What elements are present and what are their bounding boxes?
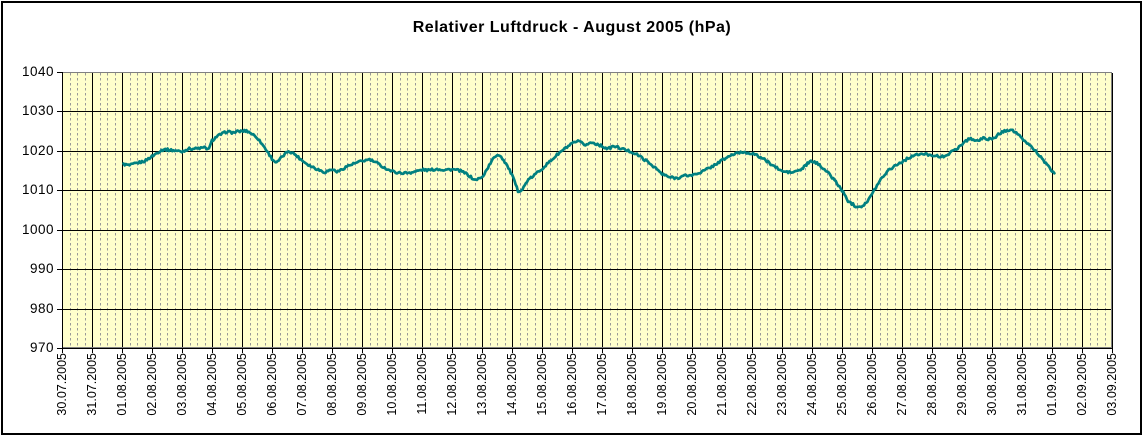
x-axis-tick-label: 17.08.2005 xyxy=(595,353,609,416)
x-axis-tick-label: 02.09.2005 xyxy=(1075,353,1089,416)
x-axis-tick-label: 13.08.2005 xyxy=(475,353,489,416)
y-axis-tick-label: 1000 xyxy=(21,221,54,237)
y-axis-tick-label: 1010 xyxy=(21,182,54,198)
x-axis-tick-label: 11.08.2005 xyxy=(415,353,429,415)
x-axis-tick-label: 26.08.2005 xyxy=(865,353,879,416)
x-axis-tick-label: 21.08.2005 xyxy=(715,353,729,416)
x-axis-tick-label: 01.08.2005 xyxy=(115,353,129,416)
x-axis-tick-label: 09.08.2005 xyxy=(355,353,369,416)
x-axis-tick-label: 15.08.2005 xyxy=(535,353,549,416)
y-axis-tick-label: 1040 xyxy=(21,64,54,79)
pressure-series-line xyxy=(122,128,1056,209)
y-axis-tick-label: 970 xyxy=(29,340,54,355)
x-axis-tick-label: 08.08.2005 xyxy=(325,353,339,416)
y-axis-tick-label: 1020 xyxy=(21,142,54,158)
x-axis-tick-label: 27.08.2005 xyxy=(895,353,909,416)
x-axis-tick-label: 28.08.2005 xyxy=(925,353,939,416)
y-axis-tick-label: 990 xyxy=(29,261,54,277)
x-axis-tick-label: 30.08.2005 xyxy=(985,353,999,416)
x-axis-tick-label: 04.08.2005 xyxy=(205,353,219,416)
x-axis-tick-label: 19.08.2005 xyxy=(655,353,669,416)
y-axis-tick-label: 1030 xyxy=(21,103,54,119)
x-axis-tick-label: 14.08.2005 xyxy=(505,353,519,416)
x-axis-tick-label: 20.08.2005 xyxy=(685,353,699,416)
x-axis-tick-label: 01.09.2005 xyxy=(1045,353,1059,416)
x-axis-tick-label: 30.07.2005 xyxy=(55,353,69,416)
x-axis-tick-label: 16.08.2005 xyxy=(565,353,579,416)
x-axis-tick-label: 23.08.2005 xyxy=(775,353,789,416)
x-axis-tick-label: 22.08.2005 xyxy=(745,353,759,416)
x-axis-tick-label: 07.08.2005 xyxy=(295,353,309,416)
x-axis-tick-label: 12.08.2005 xyxy=(445,353,459,416)
x-axis-tick-label: 31.07.2005 xyxy=(85,353,99,416)
x-axis-tick-label: 03.09.2005 xyxy=(1105,353,1119,416)
x-axis-tick-label: 31.08.2005 xyxy=(1015,353,1029,416)
x-axis-tick-label: 02.08.2005 xyxy=(145,353,159,416)
x-axis-tick-label: 24.08.2005 xyxy=(805,353,819,416)
x-axis-tick-label: 10.08.2005 xyxy=(385,353,399,416)
x-axis-tick-label: 03.08.2005 xyxy=(175,353,189,416)
x-axis-tick-label: 18.08.2005 xyxy=(625,353,639,416)
y-axis-tick-label: 980 xyxy=(29,300,54,316)
x-axis-tick-label: 25.08.2005 xyxy=(835,353,849,416)
x-axis-tick-label: 29.08.2005 xyxy=(955,353,969,416)
x-axis-tick-label: 05.08.2005 xyxy=(235,353,249,416)
chart-title: Relativer Luftdruck - August 2005 (hPa) xyxy=(412,19,732,36)
x-axis-tick-label: 06.08.2005 xyxy=(265,353,279,416)
